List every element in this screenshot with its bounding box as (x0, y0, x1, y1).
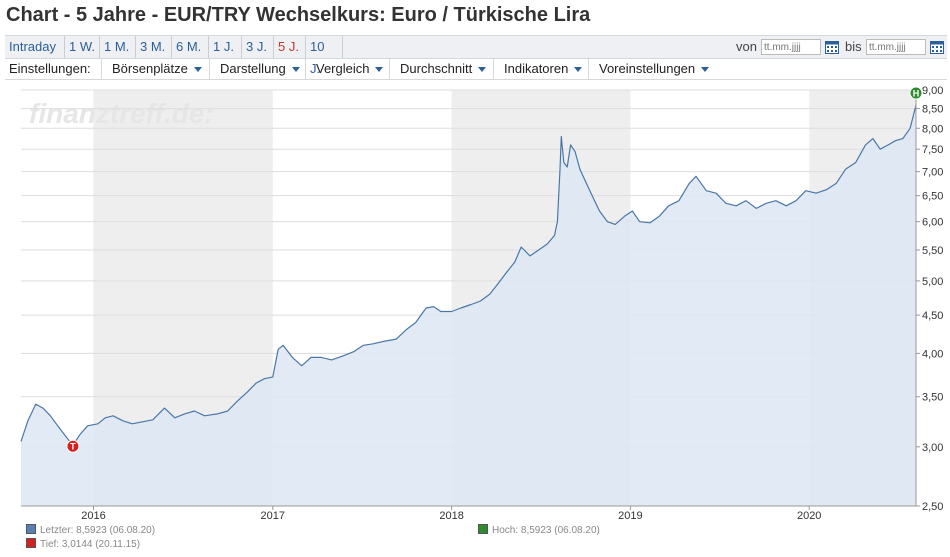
chevron-down-icon (291, 67, 300, 73)
y-tick-label: 8,00 (922, 123, 943, 135)
range-3m-button[interactable]: 3 M. (136, 36, 172, 58)
range-5j-button[interactable]: 5 J. (274, 36, 306, 58)
darstellung-dropdown-label: Darstellung (220, 61, 286, 76)
voreinstellungen-dropdown[interactable]: Voreinstellungen (588, 58, 718, 79)
y-tick-label: 6,00 (922, 217, 943, 229)
y-tick-label: 5,50 (922, 245, 943, 257)
range-1j-button[interactable]: 1 J. (209, 36, 242, 58)
y-tick-label: 7,50 (922, 144, 943, 156)
range-toolbar: Intraday 1 W. 1 M. 3 M. 6 M. 1 J. 3 J. 5… (5, 35, 947, 76)
boersenplaetze-dropdown-label: Börsenplätze (112, 61, 188, 76)
boersenplaetze-dropdown[interactable]: Börsenplätze (101, 58, 209, 79)
legend-tief: Tief: 3,0144 (20.11.15) (26, 538, 140, 550)
legend-letzter: Letzter: 8,5923 (06.08.20) (26, 524, 155, 536)
y-tick-label: 9,00 (922, 85, 943, 97)
y-tick-label: 7,00 (922, 167, 943, 179)
durchschnitt-dropdown-label: Durchschnitt (400, 61, 473, 76)
von-calendar-icon[interactable] (825, 40, 839, 54)
vergleich-dropdown-label: Vergleich (316, 61, 370, 76)
range-3j-button[interactable]: 3 J. (242, 36, 274, 58)
page-title: Chart - 5 Jahre - EUR/TRY Wechselkurs: E… (6, 4, 591, 26)
range-intraday-button[interactable]: Intraday (5, 36, 65, 58)
legend-tief-swatch (26, 538, 36, 548)
hoch-marker-label: H (913, 89, 920, 99)
voreinstellungen-dropdown-label: Voreinstellungen (599, 61, 696, 76)
vergleich-dropdown[interactable]: Vergleich (305, 58, 389, 79)
durchschnitt-dropdown[interactable]: Durchschnitt (389, 58, 493, 79)
darstellung-dropdown[interactable]: Darstellung (209, 58, 305, 79)
y-tick-label: 3,50 (922, 392, 943, 404)
price-chart: finanztreff.de: 2,50 3,00 3,50 4,00 4,50 5,00 5… (20, 85, 943, 522)
chevron-down-icon (478, 67, 487, 73)
legend-hoch-swatch (478, 524, 488, 534)
range-10j-button[interactable]: 10 J. (306, 36, 343, 76)
range-1w-button[interactable]: 1 W. (65, 36, 100, 58)
y-tick-label: 4,50 (922, 310, 943, 322)
series-line (20, 104, 917, 446)
settings-toolbar: Einstellungen: Börsenplätze Darstellung … (5, 58, 947, 80)
tief-marker (66, 439, 80, 453)
y-tick-label: 4,00 (922, 348, 943, 360)
hoch-marker (909, 86, 923, 100)
settings-label: Einstellungen: (9, 61, 91, 76)
range-6m-button[interactable]: 6 M. (172, 36, 209, 58)
von-label: von (736, 39, 757, 54)
bis-calendar-icon[interactable] (930, 40, 944, 54)
watermark: finanztreff.de: (29, 98, 214, 129)
range-1m-button[interactable]: 1 M. (100, 36, 136, 58)
legend-tief-text: Tief: 3,0144 (20.11.15) (40, 539, 141, 550)
legend-hoch-text: Hoch: 8,5923 (06.08.20) (492, 525, 600, 536)
von-date-input[interactable] (761, 39, 821, 55)
tief-marker-label: T (70, 442, 76, 452)
y-tick-label: 6,50 (922, 191, 943, 203)
chevron-down-icon (574, 67, 583, 73)
x-tick-label: 2020 (797, 510, 821, 522)
bis-date-input[interactable] (866, 39, 926, 55)
chevron-down-icon (375, 67, 384, 73)
legend-hoch: Hoch: 8,5923 (06.08.20) (478, 524, 600, 536)
y-tick-label: 3,00 (922, 442, 943, 454)
chevron-down-icon (193, 67, 202, 73)
y-tick-label: 2,50 (922, 501, 943, 513)
x-tick-label: 2018 (439, 510, 463, 522)
x-tick-label: 2017 (261, 510, 285, 522)
indikatoren-dropdown-label: Indikatoren (504, 61, 569, 76)
legend-letzter-text: Letzter: 8,5923 (06.08.20) (40, 525, 156, 536)
y-tick-label: 5,00 (922, 276, 943, 288)
chevron-down-icon (701, 67, 710, 73)
y-tick-label: 8,50 (922, 104, 943, 116)
x-tick-label: 2019 (618, 510, 642, 522)
indikatoren-dropdown[interactable]: Indikatoren (493, 58, 588, 79)
bis-label: bis (845, 39, 862, 54)
legend-letzter-swatch (26, 524, 36, 534)
x-tick-label: 2016 (81, 510, 105, 522)
